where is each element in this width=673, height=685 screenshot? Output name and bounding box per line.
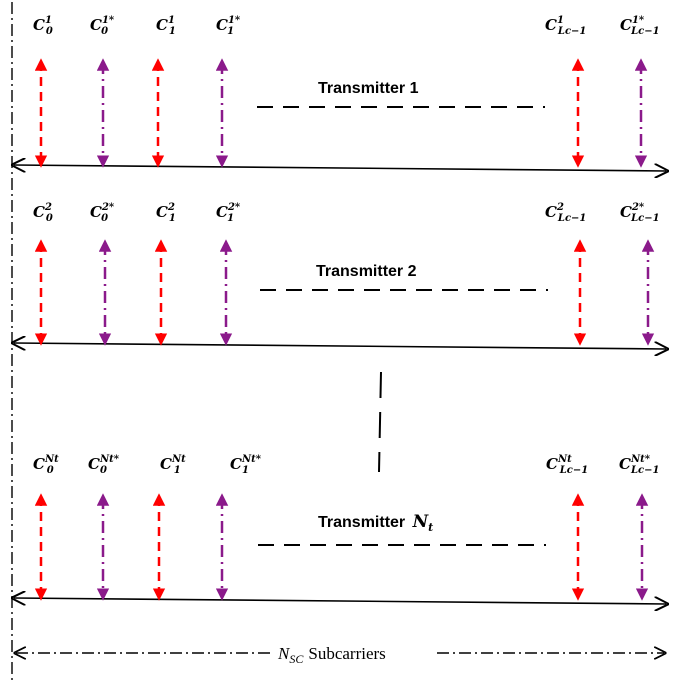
symbol-label: CNt* Lc−1 xyxy=(619,454,659,476)
continuation-dashes xyxy=(378,371,382,473)
transmitter-label: Transmitter Nt xyxy=(318,512,433,534)
symbol-label: C1* 1 xyxy=(216,15,241,37)
subcarriers-span: NSC Subcarriers xyxy=(16,644,664,666)
symbol-label: C2 Lc−1 xyxy=(545,202,586,224)
symbol-label: CNt Lc−1 xyxy=(546,454,588,476)
symbol-label: C2 1 xyxy=(156,202,176,224)
transmitter-group-2: Transmitter 2 C2 0 C2* 0 C2 1 C2* 1 C2 Lc−1 C… xyxy=(14,202,666,349)
symbol-label: C1 Lc−1 xyxy=(545,15,586,37)
symbol-label: CNt 1 xyxy=(160,454,186,476)
symbol-label: C2* 1 xyxy=(216,202,241,224)
transmitter-label: Transmitter 2 xyxy=(316,263,417,280)
symbol-label: C1 1 xyxy=(156,15,176,37)
symbol-label: CNt 0 xyxy=(33,454,59,476)
frequency-axis xyxy=(14,343,666,349)
symbol-label: C2* 0 xyxy=(90,202,115,224)
symbol-label: C2 0 xyxy=(33,202,53,224)
symbol-label: C1* Lc−1 xyxy=(620,15,660,37)
frequency-axis xyxy=(14,598,666,604)
transmitter-label: Transmitter 1 xyxy=(318,80,419,97)
symbol-label: CNt* 0 xyxy=(88,454,120,476)
symbol-label: C2* Lc−1 xyxy=(620,202,660,224)
transmitter-group-1: Transmitter 1 C1 0 C1* 0 C1 1 C1* 1 C1 Lc−1 C… xyxy=(14,15,666,171)
symbol-label: C1* 0 xyxy=(90,15,115,37)
frequency-axis xyxy=(14,165,666,171)
symbol-label: CNt* 1 xyxy=(230,454,262,476)
symbol-label: C1 0 xyxy=(33,15,53,37)
transmitter-group-nt: Transmitter Nt CNt 0 CNt* 0 CNt 1 CNt* 1 CNt… xyxy=(14,454,666,604)
subcarriers-label: NSC Subcarriers xyxy=(277,644,386,666)
